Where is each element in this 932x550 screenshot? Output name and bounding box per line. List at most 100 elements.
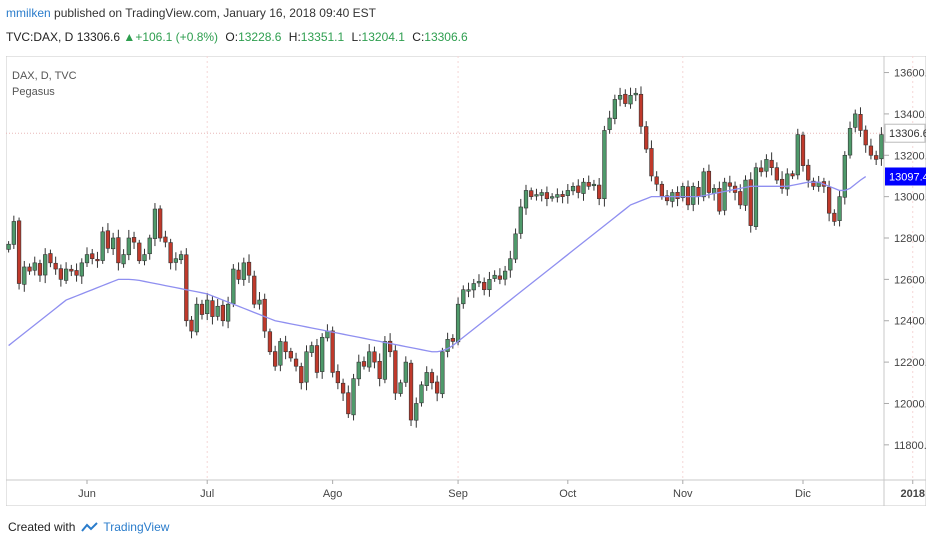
last-value: 13306.6 <box>76 30 121 44</box>
close-value: 13306.6 <box>424 30 468 44</box>
symbol[interactable]: TVC:DAX, D <box>6 30 74 44</box>
candle-body <box>424 372 429 386</box>
candle-body <box>262 298 267 332</box>
candle-body <box>377 360 382 379</box>
candle-body <box>84 254 90 264</box>
candle-body <box>335 371 340 384</box>
published-text: published on TradingView.com, January 16… <box>54 6 377 20</box>
candle-body <box>779 178 785 189</box>
tradingview-logo-icon <box>81 522 99 532</box>
candle-body <box>309 345 314 353</box>
y-tick-label: 13200.0 <box>894 150 926 162</box>
candle-body <box>168 242 173 264</box>
price-chart[interactable]: 11800.0 12000.0 12200.0 12400.0 12600.0 12800… <box>6 56 926 506</box>
candle-body <box>523 190 529 209</box>
tradingview-brand[interactable]: TradingView <box>81 520 169 534</box>
candle-body <box>675 192 680 200</box>
candle-body <box>502 270 508 280</box>
high-value: 13351.1 <box>300 30 345 44</box>
candle-body <box>152 208 158 239</box>
candle-body <box>764 159 769 172</box>
candle-body <box>142 254 147 262</box>
y-tick-label: 13000.0 <box>894 192 926 204</box>
candle-body <box>408 362 414 421</box>
candle-body <box>717 188 722 212</box>
quote-bar: TVC:DAX, D 13306.6 ▲+106.1 (+0.8%) O:132… <box>6 30 468 44</box>
candle-body <box>126 237 131 256</box>
candle-body <box>273 351 278 367</box>
candle-body <box>487 279 492 291</box>
up-arrow-icon: ▲ <box>123 30 136 44</box>
candle-body <box>482 281 487 291</box>
candle-body <box>330 330 335 373</box>
y-tick-label: 13600.0 <box>894 68 926 80</box>
y-tick-label: 11800.0 <box>894 440 926 452</box>
candle-body <box>664 195 670 202</box>
candle-body <box>111 237 116 250</box>
candle-body <box>419 384 424 404</box>
candle-body <box>712 188 717 194</box>
candle-body <box>466 289 471 292</box>
candle-body <box>602 130 607 200</box>
candle-body <box>868 145 874 156</box>
candle-body <box>210 300 215 317</box>
candle-body <box>811 180 816 187</box>
candle-body <box>116 237 121 264</box>
candle-body <box>346 392 351 415</box>
candle-body <box>753 167 759 227</box>
candle-body <box>429 372 435 384</box>
publisher-link[interactable]: mmilken <box>6 6 51 20</box>
moving-average-line <box>8 176 867 353</box>
candle-body <box>450 338 455 342</box>
candle-body <box>43 254 48 276</box>
candle-body <box>879 134 884 160</box>
candle-body <box>560 194 565 197</box>
y-tick-label: 12200.0 <box>894 357 926 369</box>
candle-body <box>131 237 137 243</box>
candle-body <box>774 167 779 181</box>
candle-body <box>69 268 74 272</box>
y-tick-label: 13400.0 <box>894 109 926 121</box>
candle-body <box>529 190 534 197</box>
change-value: +106.1 (+0.8%) <box>135 30 219 44</box>
candle-body <box>497 275 503 280</box>
candle-body <box>398 382 403 394</box>
candle-body <box>58 268 64 280</box>
candle-body <box>759 167 764 173</box>
candle-body <box>555 194 560 198</box>
candle-body <box>231 268 236 305</box>
x-tick-label: Jul <box>200 488 214 500</box>
x-tick-label: Ago <box>323 488 343 500</box>
candle-body <box>659 183 665 197</box>
candle-body <box>121 254 126 265</box>
legend-series: DAX, D, TVC <box>12 70 77 82</box>
candle-body <box>874 155 879 160</box>
ma-value-tag <box>885 167 926 186</box>
y-tick-label: 12000.0 <box>894 398 926 410</box>
candle-body <box>738 191 743 206</box>
candle-body <box>382 341 388 380</box>
candle-body <box>79 262 84 277</box>
candle-body <box>800 134 806 166</box>
candle-body <box>220 304 226 322</box>
candle-body <box>445 339 450 352</box>
candle-body <box>847 128 853 156</box>
candle-body <box>544 192 550 200</box>
candle-body <box>225 303 231 322</box>
candle-body <box>137 242 142 262</box>
candle-body <box>806 164 811 181</box>
candle-body <box>790 173 795 177</box>
x-tick-label: Oct <box>559 488 576 500</box>
candle-body <box>701 171 706 198</box>
candle-body <box>257 299 262 305</box>
last-price-tag <box>884 123 926 143</box>
candle-body <box>570 186 576 192</box>
candle-body <box>576 185 581 193</box>
candle-body <box>586 182 591 187</box>
candle-body <box>539 192 544 196</box>
candle-body <box>372 351 377 363</box>
candle-body <box>178 254 184 261</box>
candle-body <box>252 275 257 305</box>
chart-frame <box>6 56 926 506</box>
candle-body <box>184 254 189 322</box>
